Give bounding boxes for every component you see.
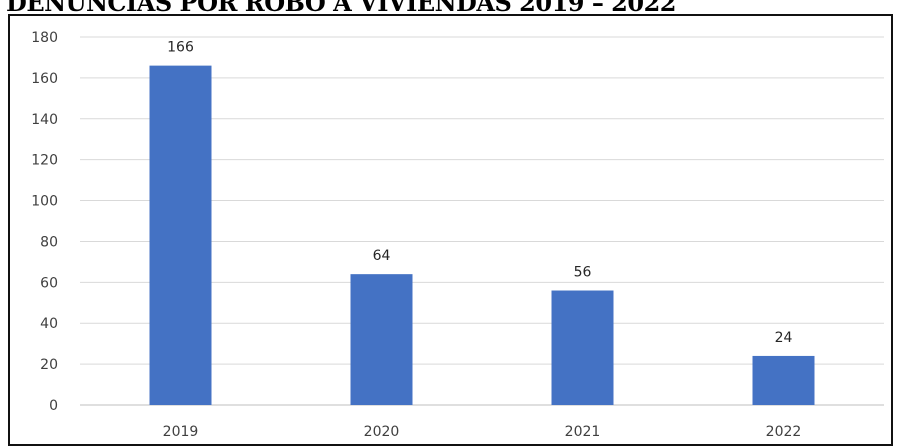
bar-2021 bbox=[551, 290, 614, 405]
bars bbox=[149, 65, 815, 405]
bar-2019 bbox=[149, 65, 212, 405]
y-tick-label: 0 bbox=[49, 398, 58, 414]
y-tick-label: 100 bbox=[31, 194, 58, 210]
y-tick-label: 20 bbox=[40, 357, 58, 373]
x-axis-ticks: 2019 2020 2021 2022 bbox=[163, 424, 802, 440]
data-label-2020: 64 bbox=[373, 248, 391, 264]
gridlines bbox=[80, 36, 884, 406]
y-tick-label: 160 bbox=[31, 71, 58, 87]
data-label-2022: 24 bbox=[775, 330, 793, 346]
chart-title: DENUNCIAS POR ROBO A VIVIENDAS 2019 – 20… bbox=[6, 0, 676, 17]
bar-2020 bbox=[350, 274, 413, 405]
x-tick-label-2019: 2019 bbox=[163, 424, 199, 440]
y-axis-ticks: 0 20 40 60 80 100 120 140 160 180 bbox=[31, 30, 58, 414]
bar-2022 bbox=[752, 355, 815, 405]
y-tick-label: 40 bbox=[40, 316, 58, 332]
data-label-2019: 166 bbox=[167, 40, 194, 56]
data-label-2021: 56 bbox=[574, 265, 592, 281]
x-tick-label-2021: 2021 bbox=[565, 424, 601, 440]
x-tick-label-2020: 2020 bbox=[364, 424, 400, 440]
x-tick-label-2022: 2022 bbox=[766, 424, 802, 440]
y-tick-label: 140 bbox=[31, 112, 58, 128]
data-labels: 166 64 56 24 bbox=[167, 40, 792, 346]
y-tick-label: 120 bbox=[31, 153, 58, 169]
y-tick-label: 60 bbox=[40, 275, 58, 291]
y-tick-label: 80 bbox=[40, 234, 58, 250]
y-tick-label: 180 bbox=[31, 30, 58, 46]
